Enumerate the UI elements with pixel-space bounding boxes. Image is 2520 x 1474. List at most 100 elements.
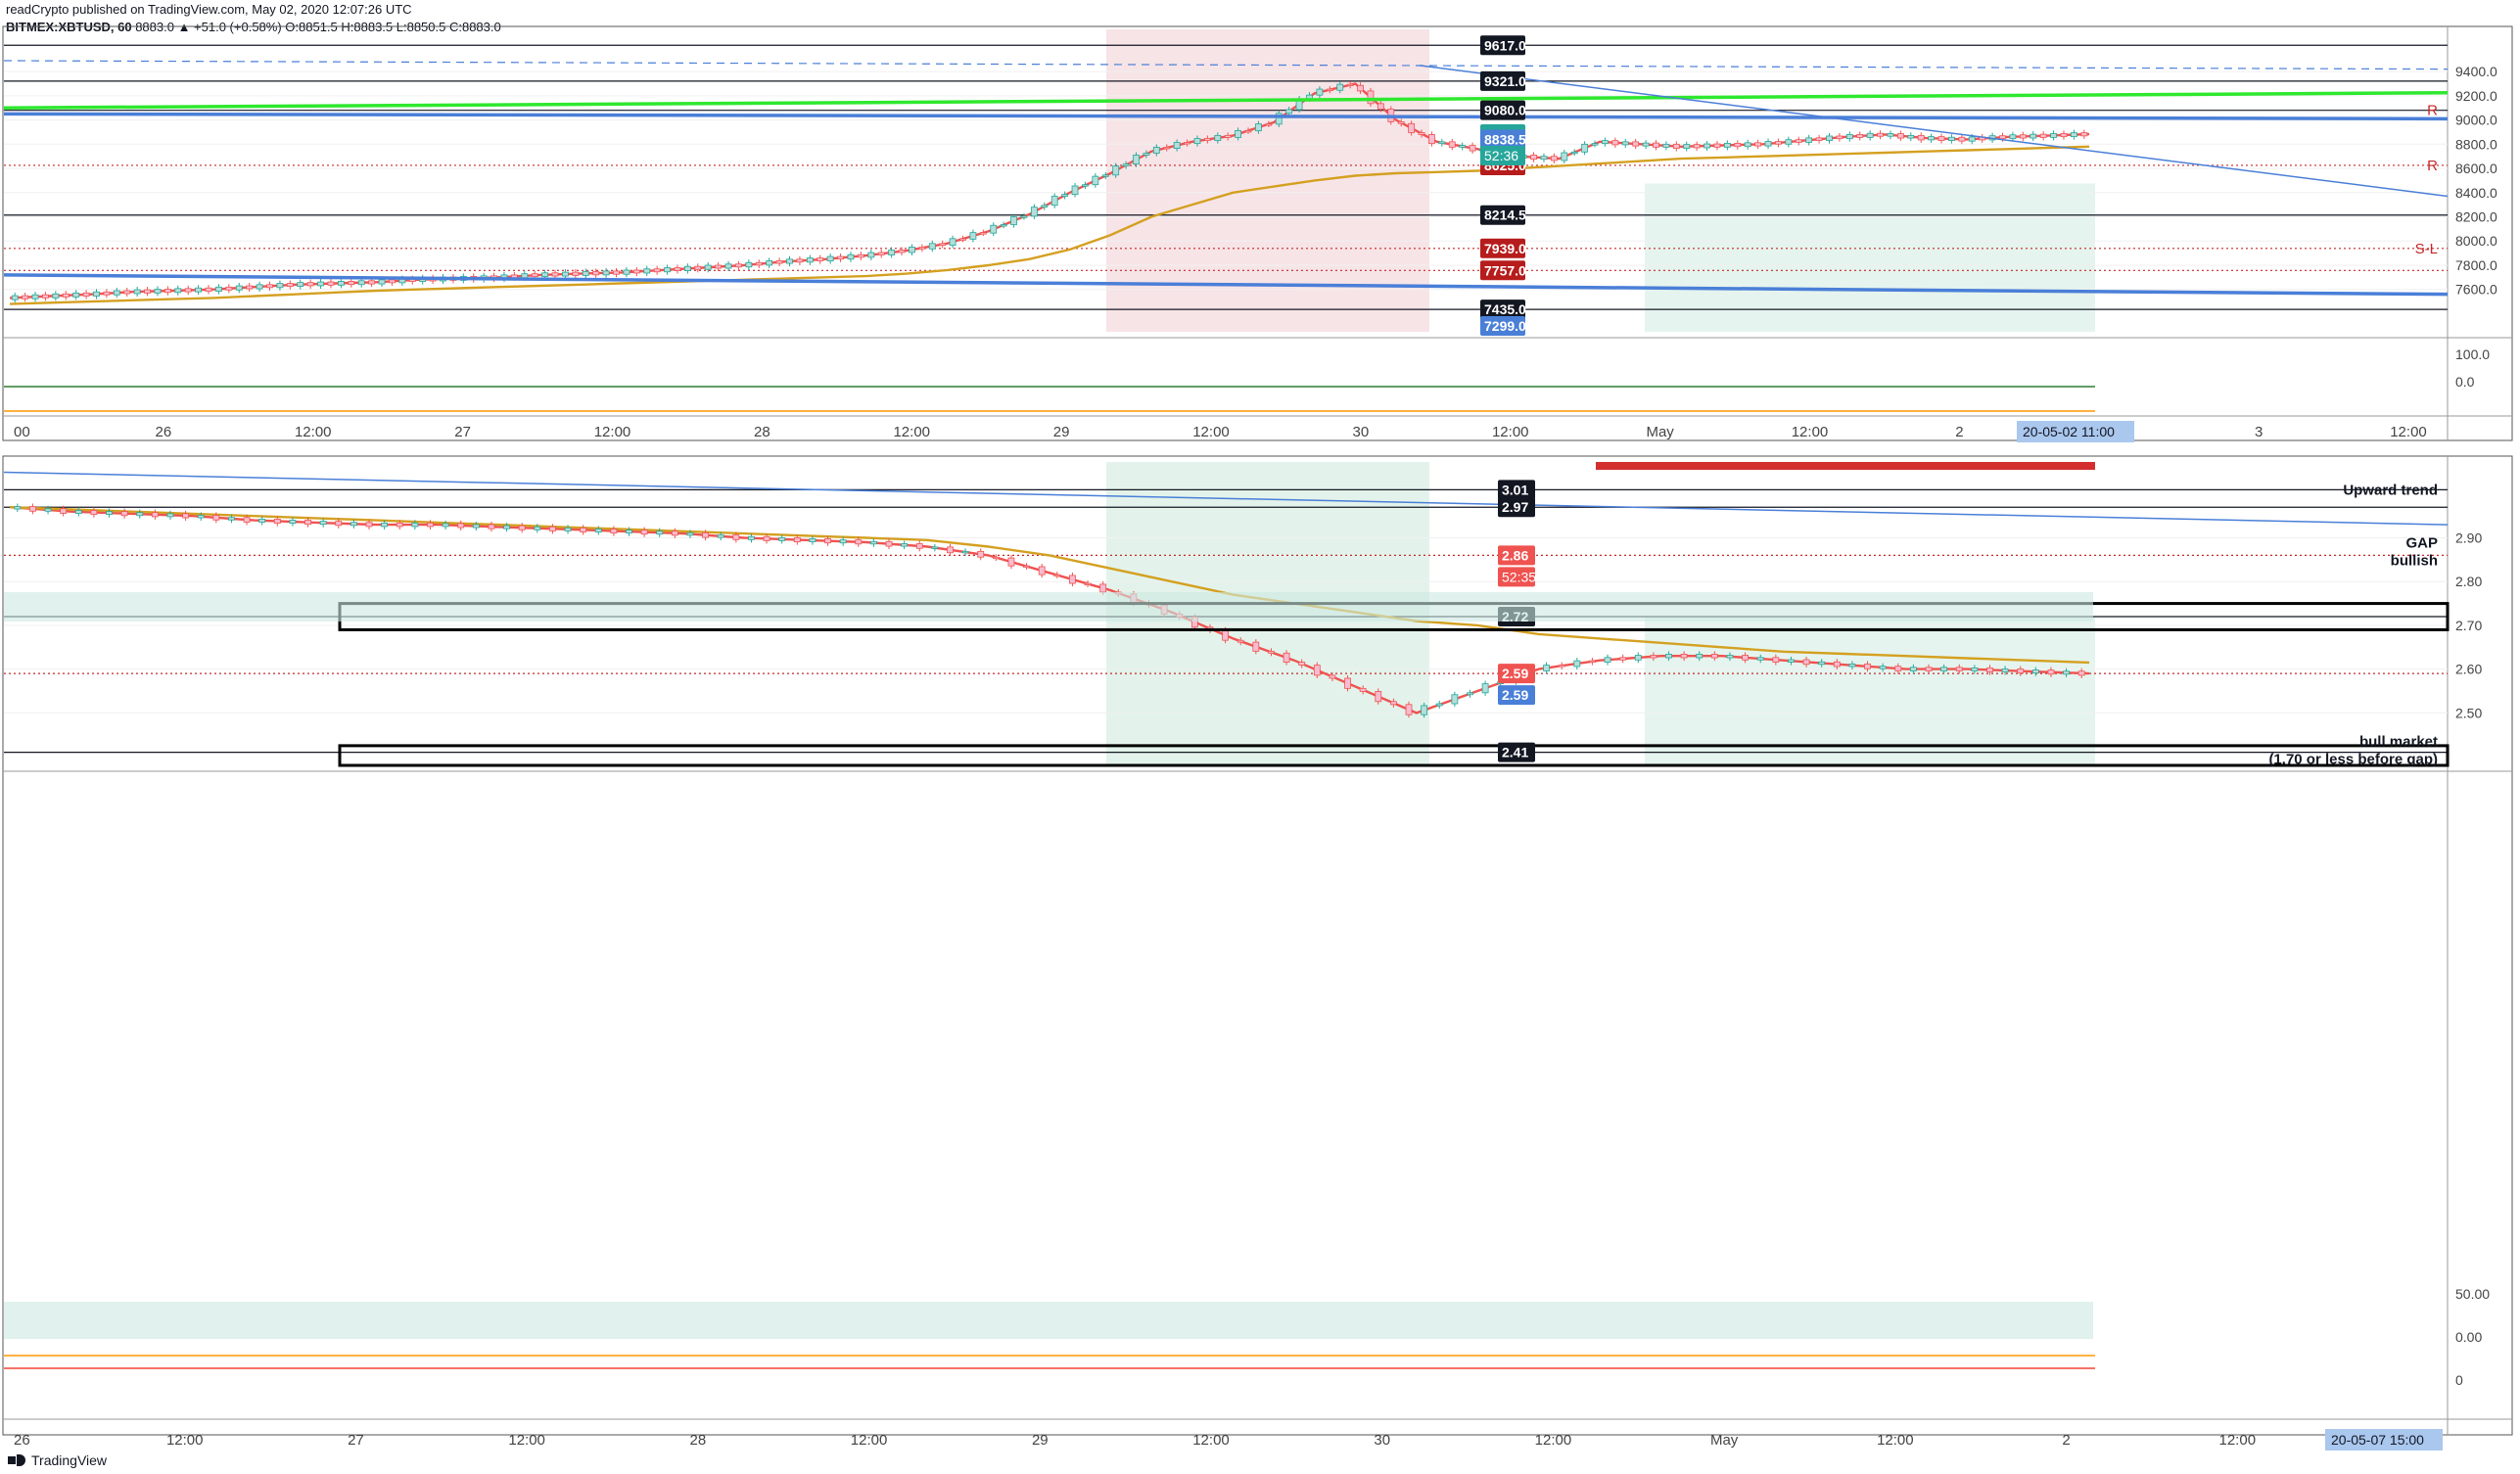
- candle: [378, 279, 386, 285]
- candle: [2060, 133, 2068, 138]
- price-tag-label: 9080.0: [1484, 103, 1526, 118]
- blue-support-line: [3, 273, 2449, 297]
- candle: [867, 252, 875, 258]
- countdown-tag: [1480, 146, 1525, 166]
- candle: [1672, 143, 1680, 149]
- candle: [184, 288, 192, 293]
- x-tick-label: 3: [2255, 424, 2263, 440]
- candle: [133, 289, 141, 295]
- candle: [826, 255, 834, 262]
- candle: [389, 279, 396, 284]
- y-tick-label: 7600.0: [2455, 282, 2497, 298]
- candle: [1805, 137, 1813, 143]
- candle: [1000, 224, 1007, 227]
- candle: [228, 517, 235, 521]
- candle: [182, 513, 190, 519]
- candle: [977, 550, 985, 558]
- candle: [1958, 136, 1966, 142]
- shaded-zone: [1645, 617, 2095, 765]
- candle: [1367, 90, 1375, 105]
- candle: [562, 271, 569, 277]
- candle: [885, 540, 893, 547]
- candle: [1703, 143, 1710, 149]
- x-tick-label: 12:00: [1192, 1432, 1230, 1449]
- candle: [1193, 138, 1201, 145]
- candle: [694, 265, 702, 270]
- x-tick-label: 30: [1353, 424, 1370, 440]
- candle: [335, 521, 343, 527]
- candle: [1084, 582, 1092, 585]
- candle: [74, 510, 82, 514]
- x-tick-label: 26: [156, 424, 172, 440]
- candle: [1099, 583, 1107, 593]
- candle: [1940, 667, 1948, 671]
- candle: [1662, 143, 1670, 148]
- candle: [1877, 132, 1884, 137]
- candle: [763, 535, 770, 541]
- crosshair-date-label: 20-05-02 11:00: [2023, 424, 2115, 439]
- y-tick-label: 2.50: [2455, 705, 2482, 720]
- price-tag: [1480, 260, 1525, 281]
- price-tag-label: 2.97: [1502, 499, 1528, 515]
- annotation-label: (1.70 or less before gap): [2268, 752, 2438, 768]
- candle: [1894, 666, 1902, 671]
- candle: [1540, 156, 1548, 161]
- candle: [1543, 665, 1550, 671]
- x-tick-label: 28: [690, 1432, 707, 1449]
- candle: [1928, 136, 1936, 141]
- candle: [44, 508, 52, 512]
- bottom-panel-frame: [2, 455, 2513, 1436]
- candle: [1887, 133, 1894, 137]
- dashed-blue-line: [3, 60, 2449, 70]
- candle: [1896, 133, 1904, 139]
- candle: [775, 259, 783, 264]
- y-tick-label: 7800.0: [2455, 257, 2497, 273]
- candle: [1041, 205, 1049, 208]
- indicator-tick-label: 0: [2455, 1372, 2463, 1388]
- price-tag: [1480, 299, 1525, 320]
- candle: [1203, 138, 1211, 141]
- price-tag-label: 2.86: [1502, 547, 1528, 563]
- price-tag-label: 7939.0: [1484, 241, 1526, 256]
- annotation-label: bullish: [2391, 552, 2438, 569]
- crosshair-date-tag: [2017, 421, 2134, 442]
- candle: [817, 257, 824, 262]
- candle: [256, 284, 263, 290]
- candle: [918, 247, 926, 250]
- candle: [541, 272, 549, 278]
- price-tag: [1498, 742, 1535, 762]
- candle: [534, 526, 541, 530]
- candle: [327, 281, 335, 286]
- candle: [888, 250, 896, 255]
- candle: [1879, 666, 1887, 669]
- candle: [174, 288, 182, 294]
- candle: [1405, 704, 1413, 715]
- xbtusd-pane: 7600.0 7800.0 8000.0 8200.0 8400.0 8600.0 8800…: [3, 29, 2497, 442]
- candle: [1788, 659, 1795, 663]
- x-tick-label: May: [1710, 1432, 1739, 1449]
- candle: [1845, 134, 1853, 140]
- candle: [623, 269, 630, 275]
- candle: [1826, 135, 1833, 141]
- candle: [2039, 133, 2047, 138]
- candle: [266, 284, 273, 289]
- candle: [755, 261, 763, 266]
- candle: [931, 546, 939, 549]
- candle: [246, 285, 254, 290]
- shaded-zone: [1645, 183, 2095, 332]
- candle: [1621, 141, 1629, 146]
- candle: [1244, 130, 1252, 133]
- candle: [163, 289, 171, 294]
- candle: [365, 522, 373, 528]
- candle: [1448, 141, 1456, 148]
- candle: [31, 294, 39, 299]
- candle: [2030, 133, 2037, 139]
- candle: [1917, 134, 1925, 141]
- x-tick-label: 12:00: [295, 424, 332, 440]
- candle: [839, 539, 847, 544]
- candle: [732, 534, 740, 540]
- candle: [1275, 113, 1283, 125]
- candle: [62, 293, 70, 298]
- annotation-label: bull market: [2359, 734, 2438, 751]
